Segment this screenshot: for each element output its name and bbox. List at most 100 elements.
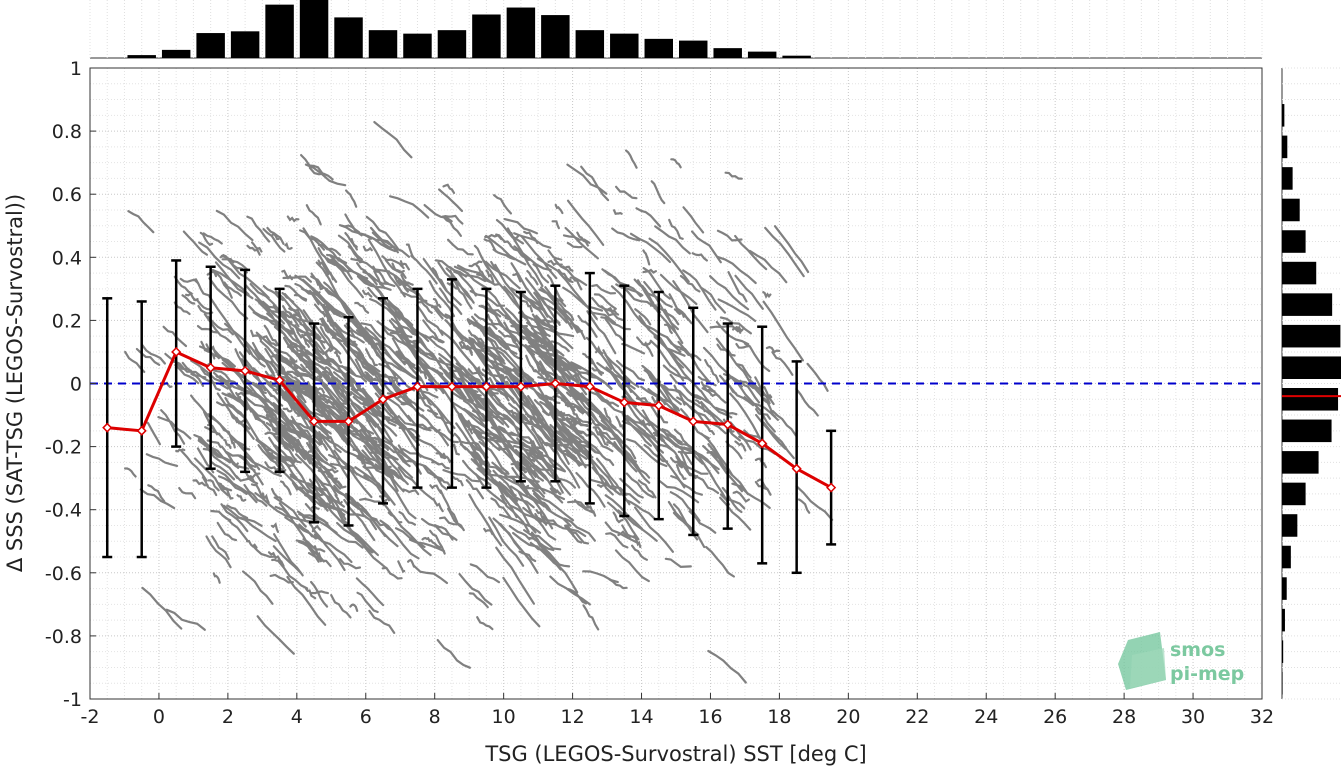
top-hist-bar [541,15,570,58]
scatter-track [708,275,750,311]
scatter-track [513,245,552,272]
mean-marker [550,378,561,389]
scatter-track [630,544,649,561]
scatter-track [277,386,301,417]
scatter-track [576,391,590,402]
right-hist-bar [1282,167,1293,190]
scatter-track [642,268,658,274]
top-hist-bar [575,30,605,58]
scatter-track [368,609,396,635]
scatter-track [257,444,281,470]
scatter-track [694,450,731,506]
scatter-track [704,359,720,383]
scatter-track [750,382,768,403]
scatter-track [227,454,239,468]
scatter-track [523,394,541,417]
scatter-track [277,423,305,460]
scatter-track [465,447,483,467]
scatter-track [363,444,399,492]
scatter-track [335,330,377,370]
scatter-track [359,232,397,253]
scatter-track [600,419,620,439]
scatter-track [221,358,253,393]
scatter-track [483,397,510,428]
scatter-track [641,364,682,406]
scatter-track [458,440,489,459]
scatter-track [288,307,301,317]
scatter-track [714,406,738,416]
scatter-track [438,357,475,403]
scatter-track [181,361,205,387]
scatter-track [594,427,609,446]
scatter-track [762,291,772,299]
x-tick-label: 4 [291,706,303,728]
scatter-track [251,341,275,375]
scatter-track [654,225,691,255]
scatter-track [492,517,521,550]
scatter-track [520,235,558,280]
scatter-track [489,431,526,459]
scatter-track [679,347,702,362]
scatter-track [635,397,652,405]
scatter-track [413,329,454,360]
scatter-track [444,313,465,342]
right-hist-bar [1282,545,1291,569]
mean-marker [377,394,389,405]
scatter-track [643,431,686,489]
scatter-track [206,315,234,336]
scatter-track [763,386,773,399]
scatter-track [700,381,716,393]
scatter-track [452,339,489,388]
scatter-track [587,356,605,375]
scatter-track [519,365,534,386]
scatter-track [421,352,462,371]
scatter-track [564,403,585,415]
scatter-track [264,431,287,440]
scatter-track [175,448,186,453]
scatter-track [612,209,623,216]
scatter-track [394,527,432,557]
scatter-track [362,245,373,252]
scatter-track [345,394,378,425]
scatter-track [212,572,221,584]
scatter-track [139,488,176,510]
scatter-track [734,234,768,271]
scatter-track [703,384,727,404]
scatter-track [677,450,720,471]
scatter-track [547,249,563,261]
scatter-track [593,293,617,310]
scatter-track [162,325,188,348]
scatter-track [669,373,702,400]
scatter-track [518,442,559,483]
scatter-track [280,480,292,496]
mean-marker [481,381,492,392]
scatter-track [374,463,405,493]
scatter-track [302,538,326,553]
scatter-track [225,451,257,468]
scatter-track [604,521,640,545]
axis-ticks: -2 0 2 4 6 8 10 12 14 16 18 20 22 24 26 28 30 32-1-0.8-0.… [45,58,1274,728]
scatter-track [178,487,197,500]
y-tick-label: -0.2 [45,437,82,459]
scatter-track [484,233,503,241]
scatter-track [679,274,701,293]
scatter-track [286,215,300,223]
scatter-track [795,485,834,521]
scatter-track [289,435,300,447]
scatter-track [806,362,829,392]
x-tick-label: 14 [629,706,653,728]
mean-marker [791,463,802,474]
scatter-track [486,411,498,432]
scatter-track [670,158,682,169]
scatter-track [567,588,588,605]
scatter-track [716,229,743,242]
scatter-track [390,377,414,409]
scatter-track [362,405,398,437]
right-hist-bar [1282,482,1306,506]
scatter-track [640,419,651,427]
scatter-track [717,298,757,322]
scatter-track [580,165,610,202]
scatter-track [422,319,444,344]
scatter-track [468,592,489,609]
scatter-track [223,281,242,297]
